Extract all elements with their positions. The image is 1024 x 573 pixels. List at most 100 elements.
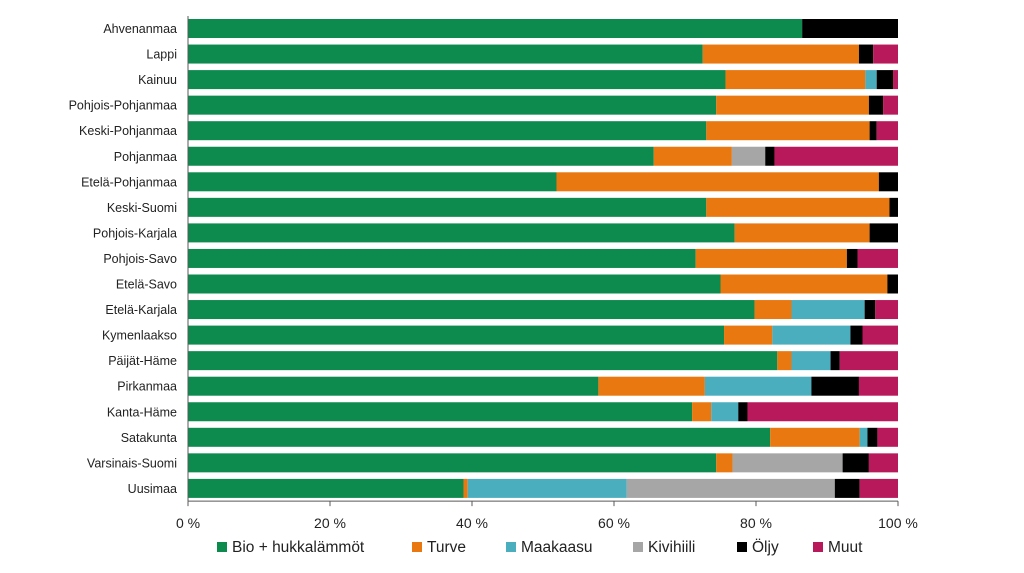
bar-pirkanmaa-bio-hukkalammot (188, 376, 599, 396)
legend-label-oljy: Öljy (752, 538, 779, 556)
bar-etela-pohjanmaa-bio-hukkalammot (188, 172, 557, 192)
category-label-keski-suomi: Keski-Suomi (107, 201, 177, 215)
bar-satakunta-maakaasu (859, 427, 868, 447)
bar-varsinais-suomi-oljy (842, 453, 869, 473)
bar-kainuu-oljy (876, 70, 894, 90)
category-labels: Ahvenanmaa Lappi Kainuu Pohjois-Pohjanmaa Ke… (69, 22, 177, 496)
bar-satakunta-bio-hukkalammot (188, 427, 771, 447)
category-label-kainuu: Kainuu (138, 73, 177, 87)
category-label-pohjanmaa: Pohjanmaa (114, 150, 177, 164)
category-label-varsinais-suomi: Varsinais-Suomi (87, 456, 177, 470)
bar-lappi-muut (873, 44, 898, 64)
bar-pohjanmaa-oljy (765, 146, 775, 166)
bar-kanta-hame-oljy (738, 402, 748, 422)
legend: Bio + hukkalämmöt Turve Maakaasu Kivihiili Ö… (217, 538, 863, 556)
bar-paijat-hame-turve (777, 351, 792, 371)
bar-kanta-hame-muut (747, 402, 898, 422)
bar-etela-savo-turve (720, 274, 888, 294)
bar-kymenlaakso-turve (724, 325, 773, 345)
bar-pohjois-pohjanmaa-bio-hukkalammot (188, 95, 717, 115)
bar-keski-suomi-bio-hukkalammot (188, 197, 707, 217)
bar-kainuu-bio-hukkalammot (188, 70, 726, 90)
legend-label-bio-hukkalammot: Bio + hukkalämmöt (232, 539, 365, 556)
category-label-uusimaa: Uusimaa (128, 482, 177, 496)
bar-kymenlaakso-muut (862, 325, 898, 345)
bar-uusimaa-turve (463, 478, 468, 498)
bar-kanta-hame-bio-hukkalammot (188, 402, 693, 422)
category-label-pohjois-karjala: Pohjois-Karjala (93, 226, 177, 240)
category-label-pohjois-pohjanmaa: Pohjois-Pohjanmaa (69, 99, 177, 113)
bar-kymenlaakso-bio-hukkalammot (188, 325, 725, 345)
bar-paijat-hame-maakaasu (791, 351, 831, 371)
bar-pohjois-pohjanmaa-turve (716, 95, 869, 115)
legend-swatch-bio-hukkalammot (217, 542, 227, 552)
bar-satakunta-turve (770, 427, 860, 447)
bar-ahvenanmaa-oljy (802, 19, 898, 38)
bar-kainuu-maakaasu (865, 70, 877, 90)
x-tick-label-20: 20 % (314, 515, 346, 531)
legend-label-turve: Turve (427, 539, 466, 556)
bar-pohjois-karjala-oljy (869, 223, 898, 243)
bar-varsinais-suomi-muut (868, 453, 898, 473)
bar-paijat-hame-oljy (830, 351, 840, 371)
bar-pohjois-savo-oljy (846, 248, 858, 268)
bar-ahvenanmaa-bio-hukkalammot (188, 19, 803, 38)
bar-etela-karjala-maakaasu (791, 300, 865, 320)
legend-swatch-kivihiili (633, 542, 643, 552)
bar-pohjois-karjala-bio-hukkalammot (188, 223, 735, 243)
bar-pohjois-pohjanmaa-oljy (868, 95, 884, 115)
legend-label-kivihiili: Kivihiili (648, 539, 695, 556)
bar-uusimaa-maakaasu (467, 478, 627, 498)
category-label-paijat-hame: Päijät-Häme (108, 354, 177, 368)
bar-keski-pohjanmaa-turve (706, 121, 870, 141)
legend-swatch-turve (412, 542, 422, 552)
bar-kanta-hame-turve (692, 402, 712, 422)
bar-pohjois-karjala-turve (734, 223, 870, 243)
bar-paijat-hame-bio-hukkalammot (188, 351, 778, 371)
bar-pohjois-savo-turve (695, 248, 847, 268)
bar-pohjanmaa-bio-hukkalammot (188, 146, 654, 166)
x-tick-label-40: 40 % (456, 515, 488, 531)
bar-pohjanmaa-muut (774, 146, 898, 166)
bar-lappi-oljy (858, 44, 874, 64)
x-tick-label-60: 60 % (598, 515, 630, 531)
bar-etela-savo-bio-hukkalammot (188, 274, 721, 294)
category-label-ahvenanmaa: Ahvenanmaa (103, 22, 177, 36)
bar-kainuu-muut (893, 70, 898, 90)
bar-uusimaa-bio-hukkalammot (188, 478, 464, 498)
x-tick-label-100: 100 % (878, 515, 918, 531)
category-label-pohjois-savo: Pohjois-Savo (103, 252, 177, 266)
bar-etela-karjala-bio-hukkalammot (188, 300, 755, 320)
bar-pohjanmaa-kivihiili (731, 146, 766, 166)
bar-varsinais-suomi-bio-hukkalammot (188, 453, 717, 473)
bar-kymenlaakso-oljy (850, 325, 863, 345)
bar-etela-karjala-oljy (864, 300, 876, 320)
bar-pohjanmaa-turve (653, 146, 732, 166)
legend-label-muut: Muut (828, 539, 863, 556)
bar-pohjois-savo-muut (857, 248, 898, 268)
bar-satakunta-oljy (867, 427, 878, 447)
category-label-kymenlaakso: Kymenlaakso (102, 329, 177, 343)
category-label-satakunta: Satakunta (121, 431, 177, 445)
bar-lappi-turve (702, 44, 859, 64)
bar-pirkanmaa-muut (858, 376, 898, 396)
bar-paijat-hame-muut (839, 351, 898, 371)
bar-uusimaa-muut (859, 478, 898, 498)
bar-etela-pohjanmaa-turve (556, 172, 879, 192)
bar-kymenlaakso-maakaasu (772, 325, 851, 345)
legend-swatch-maakaasu (506, 542, 516, 552)
bar-lappi-bio-hukkalammot (188, 44, 703, 64)
bar-uusimaa-oljy (834, 478, 860, 498)
category-label-lappi: Lappi (146, 48, 177, 62)
bar-etela-savo-oljy (887, 274, 898, 294)
bar-pohjois-pohjanmaa-muut (883, 95, 898, 115)
bar-keski-pohjanmaa-muut (876, 121, 898, 141)
bar-kanta-hame-maakaasu (711, 402, 739, 422)
bar-keski-pohjanmaa-bio-hukkalammot (188, 121, 707, 141)
bar-varsinais-suomi-kivihiili (732, 453, 843, 473)
category-label-keski-pohjanmaa: Keski-Pohjanmaa (79, 124, 177, 138)
bar-kainuu-turve (725, 70, 866, 90)
bar-pirkanmaa-turve (598, 376, 705, 396)
